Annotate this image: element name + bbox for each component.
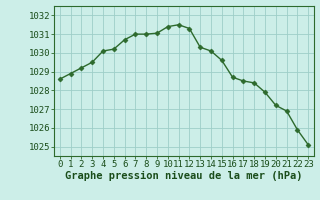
X-axis label: Graphe pression niveau de la mer (hPa): Graphe pression niveau de la mer (hPa) — [65, 171, 303, 181]
